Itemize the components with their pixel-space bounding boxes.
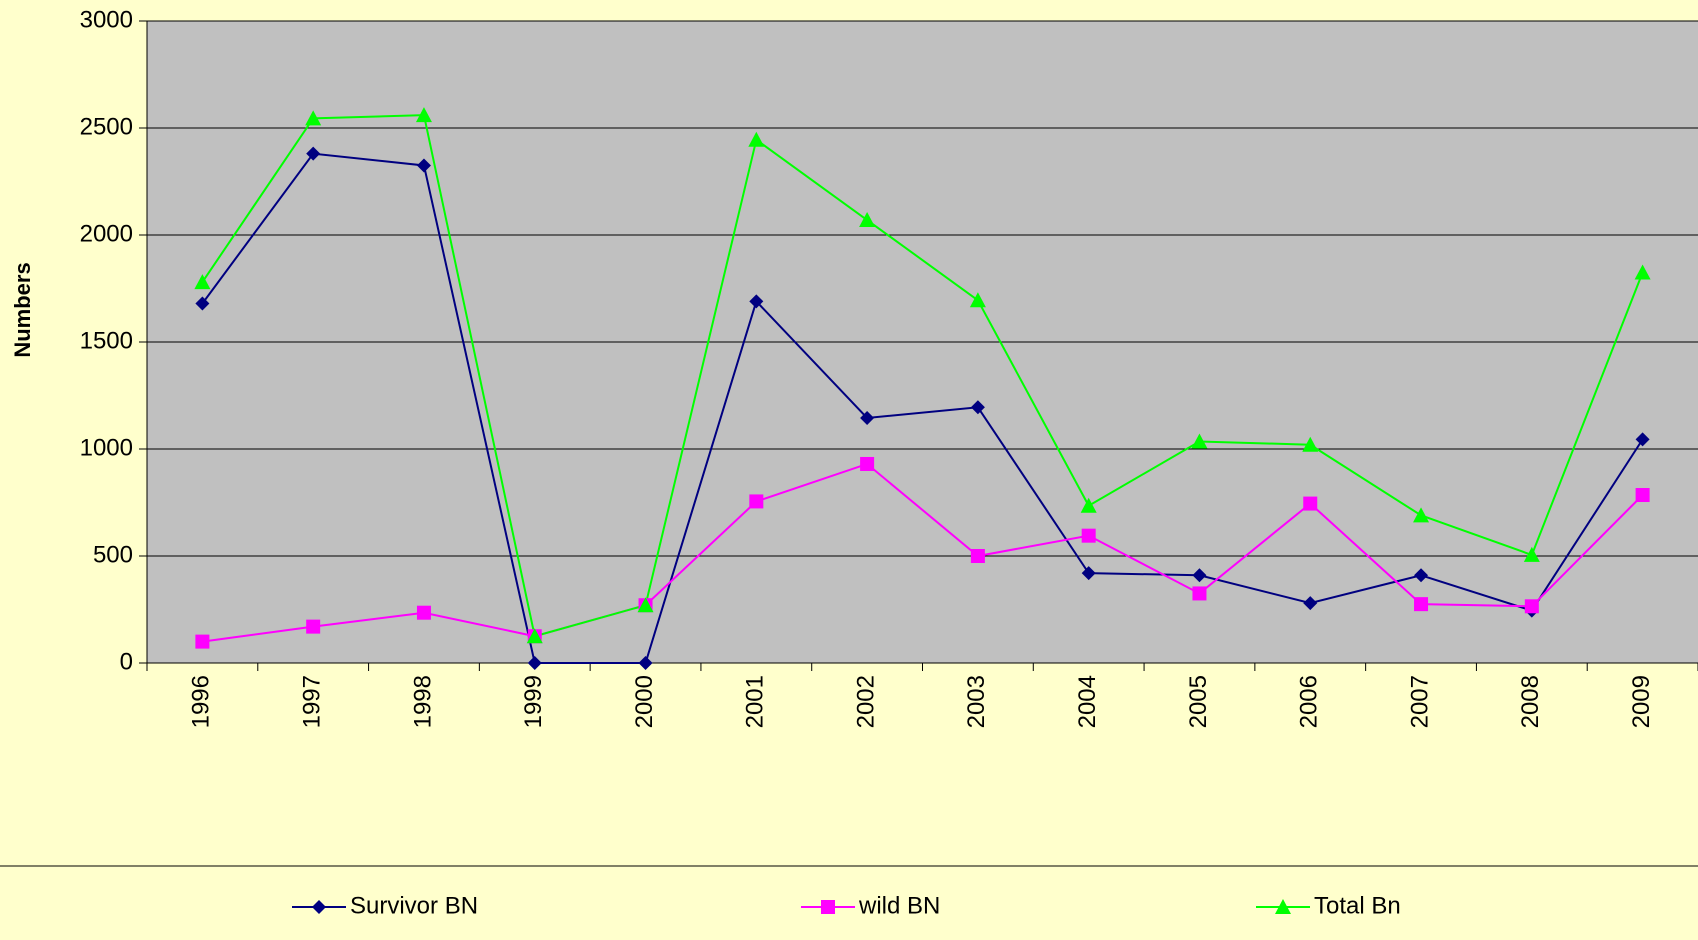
marker-diamond	[1635, 432, 1650, 447]
x-tick-label: 2004	[1074, 675, 1101, 728]
x-tick-label: 2008	[1517, 675, 1544, 728]
x-tick-label: 2005	[1185, 675, 1212, 728]
marker-triangle	[194, 274, 211, 290]
marker-triangle	[1080, 497, 1097, 513]
marker-triangle	[1191, 433, 1208, 449]
x-tick-label: 1998	[409, 675, 436, 728]
marker-diamond	[527, 656, 542, 670]
marker-diamond	[1414, 568, 1429, 583]
x-tick-label: 1996	[188, 675, 215, 728]
y-tick-label: 3000	[80, 6, 133, 33]
y-tick-label: 1000	[80, 434, 133, 461]
marker-square	[195, 634, 210, 649]
marker-diamond	[195, 296, 210, 311]
y-tick-label: 2500	[80, 113, 133, 140]
marker-diamond	[306, 146, 321, 161]
marker-triangle	[748, 131, 765, 147]
y-tick-label: 500	[93, 541, 133, 568]
marker-triangle	[1275, 899, 1291, 914]
x-tick-label: 1997	[299, 675, 326, 728]
marker-diamond	[860, 410, 875, 425]
legend-label: Total Bn	[1314, 892, 1401, 919]
marker-diamond	[749, 294, 764, 309]
legend-label: Survivor BN	[350, 892, 478, 919]
marker-triangle	[637, 597, 654, 613]
x-tick-label: 2006	[1296, 675, 1323, 728]
marker-square	[749, 494, 764, 509]
series-line	[202, 462, 1644, 643]
x-tick-label: 2000	[631, 675, 658, 728]
x-tick-label: 2002	[852, 675, 879, 728]
marker-square	[970, 549, 985, 563]
legend-label: wild BN	[858, 892, 940, 919]
marker-square	[306, 619, 321, 634]
x-tick-label: 2003	[963, 675, 990, 728]
marker-square	[1635, 488, 1650, 503]
marker-triangle	[305, 110, 322, 126]
x-tick-label: 2007	[1406, 675, 1433, 728]
y-axis-label: Numbers	[10, 262, 35, 357]
marker-diamond	[1303, 596, 1318, 611]
marker-diamond	[416, 158, 431, 173]
marker-diamond	[1192, 568, 1207, 583]
marker-diamond	[312, 900, 326, 914]
marker-square	[1192, 586, 1207, 601]
marker-diamond	[638, 656, 653, 670]
marker-triangle	[969, 292, 986, 308]
marker-triangle	[859, 212, 876, 228]
marker-square	[821, 900, 835, 914]
y-tick-label: 0	[120, 648, 133, 675]
marker-square	[1524, 599, 1539, 614]
marker-triangle	[1413, 507, 1430, 523]
marker-triangle	[1523, 546, 1540, 562]
marker-square	[1081, 528, 1096, 543]
marker-diamond	[970, 400, 985, 415]
x-tick-label: 2001	[742, 675, 769, 728]
marker-square	[1303, 496, 1318, 511]
marker-square	[1414, 597, 1429, 612]
marker-square	[860, 456, 875, 471]
y-tick-label: 2000	[80, 220, 133, 247]
marker-triangle	[526, 628, 543, 644]
series-line	[201, 114, 1644, 638]
marker-triangle	[415, 107, 432, 123]
marker-triangle	[1634, 264, 1651, 280]
x-tick-label: 2009	[1628, 675, 1655, 728]
series-line	[201, 152, 1644, 664]
x-tick-label: 1999	[520, 675, 547, 728]
marker-square	[416, 605, 431, 620]
marker-diamond	[1081, 566, 1096, 581]
y-tick-label: 1500	[80, 327, 133, 354]
marker-triangle	[1302, 436, 1319, 452]
